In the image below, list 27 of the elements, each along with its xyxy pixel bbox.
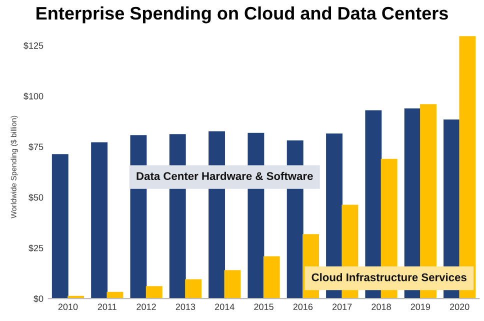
x-tick-label: 2014	[215, 304, 234, 310]
bar	[263, 256, 280, 299]
bar	[146, 286, 162, 299]
bar	[106, 292, 124, 299]
y-tick-label: $25	[28, 244, 44, 252]
y-tick-label: $125	[24, 42, 44, 50]
bar	[52, 154, 68, 299]
bar	[185, 279, 202, 299]
x-tick-label: 2018	[372, 304, 391, 310]
x-tick-label: 2015	[254, 304, 274, 310]
x-tick-label: 2011	[98, 304, 116, 310]
bar	[91, 142, 108, 299]
chart-title: Enterprise Spending on Cloud and Data Centers	[36, 6, 448, 24]
y-tick-label: $100	[24, 92, 44, 100]
x-tick-label: 2020	[450, 304, 470, 310]
bar	[224, 270, 241, 299]
y-tick-label: $0	[34, 295, 44, 302]
series-label: Data Center Hardware & Software	[136, 172, 313, 180]
x-tick-label: 2013	[176, 304, 196, 310]
y-tick-label: $50	[28, 194, 44, 202]
series-label: Cloud Infrastructure Services	[312, 273, 466, 282]
x-tick-label: 2016	[293, 304, 313, 310]
x-tick-label: 2012	[136, 304, 156, 310]
y-tick-label: $75	[28, 143, 44, 151]
x-tick-label: 2017	[332, 304, 352, 310]
x-tick-label: 2019	[410, 304, 430, 310]
x-tick-label: 2010	[58, 304, 78, 310]
